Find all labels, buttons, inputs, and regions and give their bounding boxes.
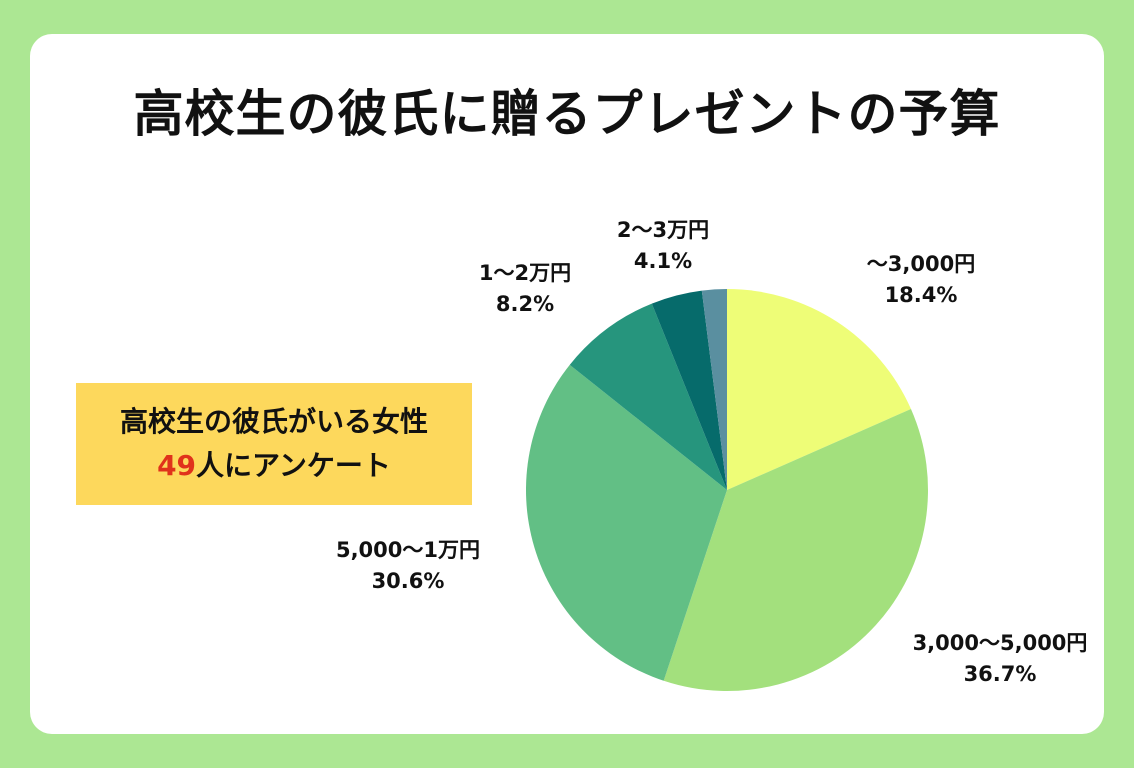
survey-count-suffix: 人にアンケート bbox=[196, 449, 391, 482]
pie-slice-4 bbox=[651, 290, 727, 490]
slice-label-0-name: 〜3,000円 bbox=[866, 252, 976, 276]
pie-slice-1 bbox=[663, 409, 928, 691]
slice-label-2-value: 30.6% bbox=[371, 569, 445, 593]
chart-title: 高校生の彼氏に贈るプレゼントの予算 bbox=[133, 85, 1001, 143]
slice-label-2-name: 5,000〜1万円 bbox=[335, 538, 481, 562]
slice-label-4-name: 2〜3万円 bbox=[616, 218, 710, 242]
slice-label-0-value: 18.4% bbox=[884, 283, 958, 307]
pie-slice-5 bbox=[701, 289, 727, 490]
slice-label-3-value: 8.2% bbox=[495, 292, 555, 316]
pie-slice-3 bbox=[569, 303, 727, 490]
slice-label-3: 1〜2万円 8.2% bbox=[455, 258, 595, 320]
slice-label-4-value: 4.1% bbox=[633, 249, 693, 273]
pie-slice-2 bbox=[526, 364, 727, 681]
slice-label-4: 2〜3万円 4.1% bbox=[593, 215, 733, 277]
slice-label-1-name: 3,000〜5,000円 bbox=[912, 631, 1088, 655]
slice-label-3-name: 1〜2万円 bbox=[478, 261, 572, 285]
slice-label-0: 〜3,000円 18.4% bbox=[846, 249, 996, 311]
survey-count: 49 bbox=[157, 449, 197, 482]
survey-info-box: 高校生の彼氏がいる女性 49 人にアンケート bbox=[76, 383, 472, 505]
slice-label-2: 5,000〜1万円 30.6% bbox=[318, 535, 498, 597]
survey-line-2: 49 人にアンケート bbox=[157, 444, 391, 488]
pie-slice-0 bbox=[727, 289, 911, 490]
survey-line-1: 高校生の彼氏がいる女性 bbox=[119, 405, 428, 438]
slice-label-1-value: 36.7% bbox=[963, 662, 1037, 686]
slice-label-1: 3,000〜5,000円 36.7% bbox=[895, 628, 1105, 690]
